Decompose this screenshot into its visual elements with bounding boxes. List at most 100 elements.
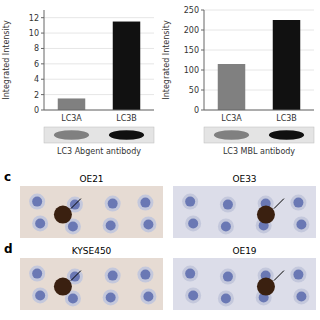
cell xyxy=(29,266,45,282)
cell-nucleus xyxy=(185,197,195,207)
cell xyxy=(218,290,234,306)
cell xyxy=(105,196,121,212)
blot-band xyxy=(214,130,249,140)
category-label: LC3A xyxy=(61,114,82,123)
cell xyxy=(290,267,306,283)
cell-nucleus xyxy=(143,219,153,229)
tick-label: 10 xyxy=(29,29,39,38)
annotation: LC3 MBL antibody xyxy=(223,147,295,156)
cell-nucleus xyxy=(185,269,195,279)
bars xyxy=(58,22,141,110)
panel-title: OE33 xyxy=(232,174,256,184)
category-label: LC3B xyxy=(116,114,137,123)
cell xyxy=(293,216,309,232)
bar-chart: 0 50 100 150 200 250 LC3A LC3B Integrated Intens… xyxy=(162,6,314,156)
cell xyxy=(103,289,119,305)
panel-label: c xyxy=(4,170,11,184)
micrograph-panel: c OE21 OE33 xyxy=(4,170,316,238)
y-axis xyxy=(204,10,205,110)
cell-nucleus xyxy=(35,290,45,300)
cell xyxy=(137,267,153,283)
blot-strip xyxy=(204,127,314,143)
tick-label: 2 xyxy=(34,91,39,100)
tick-label: 6 xyxy=(34,60,39,69)
cell-nucleus xyxy=(106,220,116,230)
micrograph xyxy=(20,258,163,310)
tick-label: 8 xyxy=(34,44,39,53)
cell-nucleus xyxy=(293,198,303,208)
category-label: LC3B xyxy=(276,114,297,123)
cell-nucleus xyxy=(32,197,42,207)
bar xyxy=(113,22,141,110)
stained-cell xyxy=(257,278,275,296)
stained-cell xyxy=(54,206,72,224)
cell-nucleus xyxy=(223,272,233,282)
cell-nucleus xyxy=(70,200,80,210)
cell-nucleus xyxy=(106,292,116,302)
cell-nucleus xyxy=(68,221,78,231)
cell xyxy=(218,218,234,234)
cell xyxy=(140,288,156,304)
tick-label: 12 xyxy=(29,14,39,23)
cell xyxy=(220,269,236,285)
figure: 0 2 4 6 8 10 12 LC3A LC3B Integrated Intensity LC3… xyxy=(0,0,320,320)
y-axis-label: Integrated Intensity xyxy=(2,20,11,100)
cell xyxy=(32,215,48,231)
cell xyxy=(29,194,45,210)
cell-nucleus xyxy=(221,293,231,303)
cell xyxy=(105,268,121,284)
cell-nucleus xyxy=(140,198,150,208)
grid-line xyxy=(44,17,154,18)
tick-label: 0 xyxy=(194,106,199,115)
tick-label: 100 xyxy=(184,66,199,75)
blot-band xyxy=(54,130,89,140)
blot-band xyxy=(269,130,304,140)
cell-nucleus xyxy=(296,219,306,229)
panel-title: OE21 xyxy=(79,174,103,184)
tick-label: 50 xyxy=(189,86,199,95)
x-axis xyxy=(44,110,154,111)
tick-label: 250 xyxy=(184,6,199,15)
micrograph xyxy=(173,186,316,238)
tick-label: 200 xyxy=(184,26,199,35)
cell xyxy=(185,287,201,303)
pointer-arrow xyxy=(274,199,284,209)
panel-title: KYSE450 xyxy=(72,246,112,256)
cell-nucleus xyxy=(223,200,233,210)
bar xyxy=(218,64,246,110)
cell-nucleus xyxy=(221,221,231,231)
tick-label: 4 xyxy=(34,75,39,84)
blot-strip xyxy=(44,127,154,143)
panel-label: d xyxy=(4,242,13,256)
cell xyxy=(293,288,309,304)
bar xyxy=(273,20,301,110)
cell xyxy=(103,217,119,233)
cell-nucleus xyxy=(143,291,153,301)
cell xyxy=(182,194,198,210)
tick-label: 150 xyxy=(184,46,199,55)
cell-nucleus xyxy=(70,272,80,282)
cell-nucleus xyxy=(35,218,45,228)
cell xyxy=(290,195,306,211)
grid-line xyxy=(204,110,314,111)
cell xyxy=(182,266,198,282)
micrograph xyxy=(20,186,163,238)
panel-title: OE19 xyxy=(232,246,256,256)
pointer-arrow xyxy=(274,271,284,281)
stained-cell xyxy=(54,278,72,296)
cell-nucleus xyxy=(296,291,306,301)
blot-band xyxy=(109,130,144,140)
bar-chart: 024681012LC3ALC3BIntegrated IntensityLC3… xyxy=(2,10,154,156)
y-axis-label: Integrated Intensity xyxy=(162,20,171,100)
category-label: LC3A xyxy=(221,114,242,123)
tick-label: 0 xyxy=(34,106,39,115)
cell-nucleus xyxy=(108,271,118,281)
cell xyxy=(185,215,201,231)
grid-line xyxy=(204,10,314,11)
bar xyxy=(58,98,86,110)
stained-cell xyxy=(257,206,275,224)
cell-nucleus xyxy=(293,270,303,280)
micrograph xyxy=(173,258,316,310)
x-axis xyxy=(204,110,314,111)
cell xyxy=(137,195,153,211)
